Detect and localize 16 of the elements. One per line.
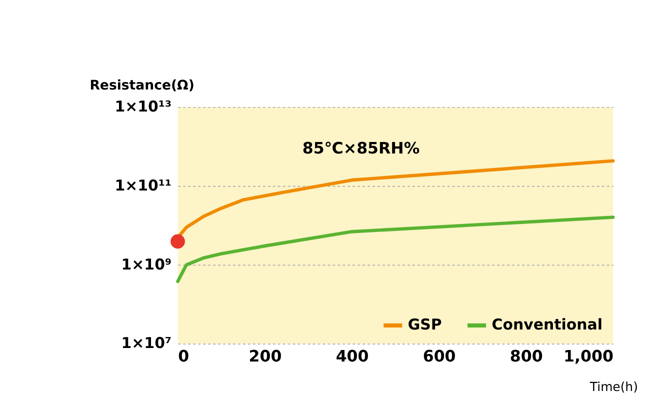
y-tick-label: 1×10⁷ [121, 334, 172, 352]
y-tick-label: 1×10⁹ [121, 255, 172, 274]
x-tick-label: 0 [178, 346, 190, 366]
x-tick-label: 600 [422, 346, 456, 366]
annotation: 85℃×85RH% [302, 138, 420, 158]
x-tick-label: 1,000 [564, 346, 614, 366]
x-tick-label: 400 [336, 346, 369, 366]
line-series [176, 216, 615, 284]
x-tick-label: 200 [248, 346, 282, 366]
x-axis-title: Time(h) [588, 379, 638, 394]
y-axis-title: Resistance(Ω) [90, 78, 194, 94]
legend-label: GSP [408, 316, 442, 334]
y-tick-label: 1×10¹¹ [114, 176, 172, 194]
y-tick-label: 1×10¹³ [114, 98, 172, 116]
legend-label: Conventional [492, 316, 602, 334]
x-tick-label: 800 [510, 346, 543, 366]
